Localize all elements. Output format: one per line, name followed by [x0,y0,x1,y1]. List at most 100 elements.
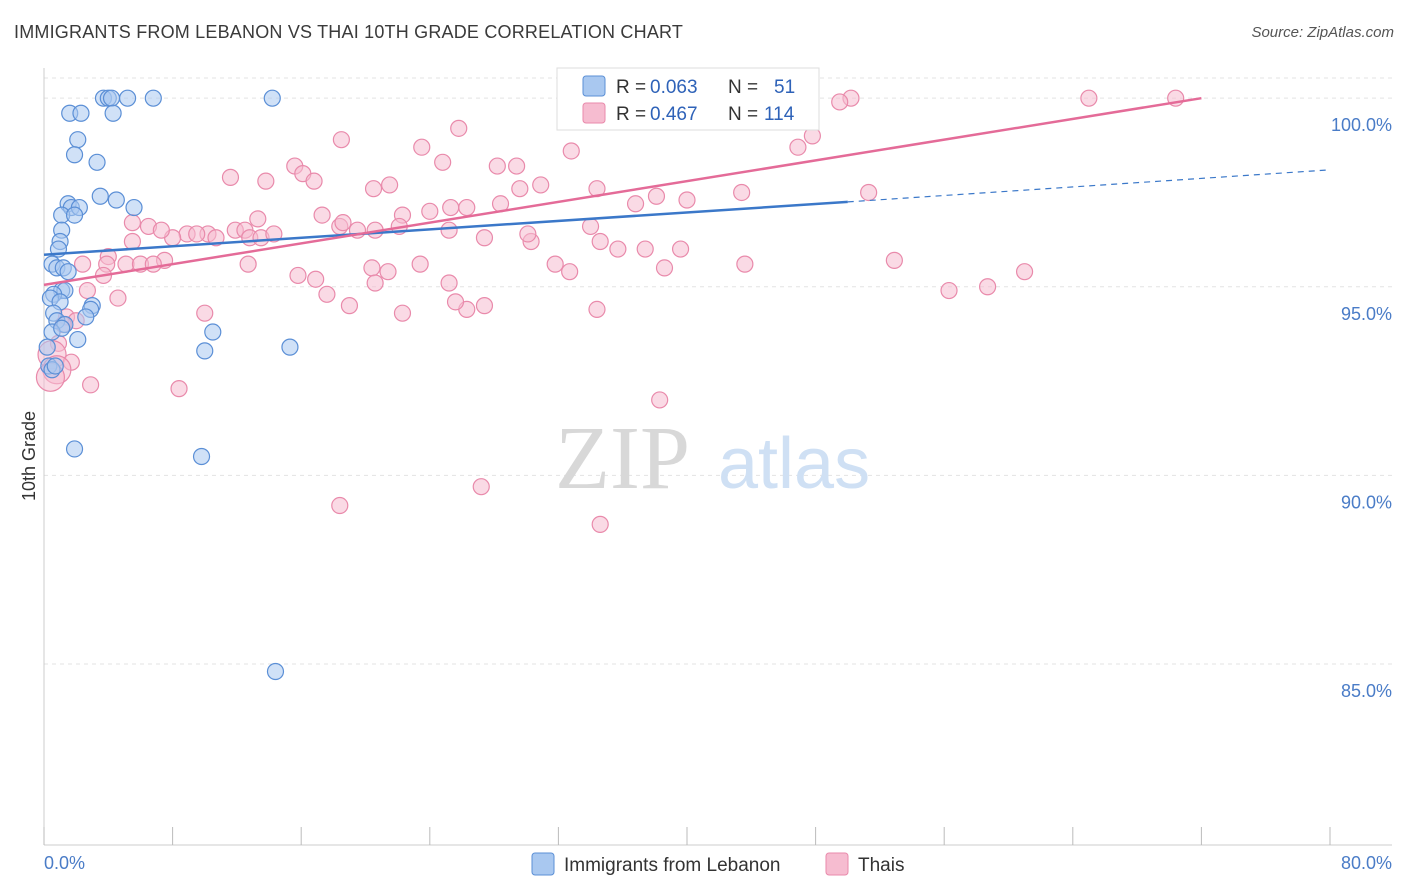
thais-point [561,263,579,281]
y-tick-label: 95.0% [1341,304,1392,324]
thais-point [647,187,666,205]
thais-point [364,180,383,198]
thais-point [393,304,412,322]
lebanon-point [266,662,285,681]
thais-point [331,496,349,515]
lebanon-point [104,104,122,122]
thais-point [307,270,325,288]
thais-point [562,142,580,160]
thais-point [305,172,323,190]
lebanon-point [144,89,162,107]
lebanon-point [65,146,84,164]
thais-point [979,278,997,296]
lebanon-trend-line [43,200,848,256]
legend-swatch-pink [582,102,606,124]
thais-point [532,176,550,194]
thais-point [519,225,537,243]
legend-n-label-blue: N = [728,77,758,98]
thais-point [239,255,257,273]
thais-point [313,206,331,224]
thais-point [170,380,188,398]
legend-r-value-blue: 0.063 [650,77,698,98]
lebanon-point [77,308,95,326]
thais-point [626,195,645,213]
series-legend: Immigrants from Lebanon Thais [531,852,904,876]
thais-point [636,240,654,258]
lebanon-point [65,206,84,224]
thais-point [411,255,429,273]
thais-point [488,157,506,175]
thais-point [188,225,206,243]
gridlines [44,77,1392,665]
thais-point [109,289,127,307]
thais-point [421,202,439,220]
thais-point [265,225,283,243]
thais-point [940,281,958,300]
thais-point [831,93,849,111]
thais-point [1080,89,1098,107]
thais-point [671,240,690,258]
thais-point [458,198,476,217]
lebanon-point [53,319,71,337]
thais-point [511,180,529,198]
y-tick-label: 100.0% [1331,115,1392,135]
thais-point [221,168,240,186]
thais-point [609,240,627,258]
thais-point [332,131,350,149]
thais-point [678,191,696,209]
watermark-atlas: atlas [718,424,870,504]
thais-point [440,274,458,292]
lebanon-point [118,89,137,107]
y-tick-label: 85.0% [1341,681,1392,701]
thais-point [789,138,807,156]
bottom-legend-swatch-pink [825,852,849,876]
lebanon-point [46,357,64,375]
watermark-zip: ZIP [555,409,690,508]
thais-point [366,274,384,292]
axes [43,68,1392,846]
thais-point [508,157,526,175]
thais-point [736,255,754,273]
thais-point [196,304,214,322]
thais-point [546,255,564,273]
thais-point [475,229,494,247]
lebanon-point [263,89,281,107]
lebanon-point [65,440,84,458]
lebanon-point [72,104,90,122]
legend-r-value-pink: 0.467 [650,104,698,125]
legend-n-value-pink: 114 [764,104,795,125]
thais-point [591,232,609,251]
lebanon-point [192,447,211,466]
thais-point [440,221,458,239]
tick-labels: 85.0% 90.0% 95.0% 100.0% 0.0% 80.0% [44,115,1392,873]
thais-point [434,153,452,171]
thais-trend-line [43,96,1202,287]
thais-point [152,221,170,239]
thais-point [655,259,674,277]
thais-point [379,263,397,281]
thais-point [450,119,468,137]
thais-point [581,217,600,236]
bottom-legend-label-lebanon: Immigrants from Lebanon [564,855,781,876]
legend-swatch-blue [582,75,606,97]
lebanon-point [69,131,87,149]
source-credit: Source: ZipAtlas.com [1251,24,1394,41]
thais-point [207,229,225,247]
x-tick-label-max: 80.0% [1341,853,1392,873]
thais-point [144,255,162,273]
lebanon-point [281,338,299,356]
lebanon-point [102,89,121,107]
thais-point [475,297,494,315]
thais-point [78,281,97,300]
thais-point [442,198,460,217]
thais-point [73,255,92,273]
thais-point [413,138,431,156]
thais-point [733,183,751,202]
thais-point [381,176,399,194]
thais-point [651,391,669,409]
lebanon-point [69,330,87,349]
lebanon-point [196,342,214,360]
thais-point [885,251,903,269]
legend-n-value-blue: 51 [774,77,795,98]
